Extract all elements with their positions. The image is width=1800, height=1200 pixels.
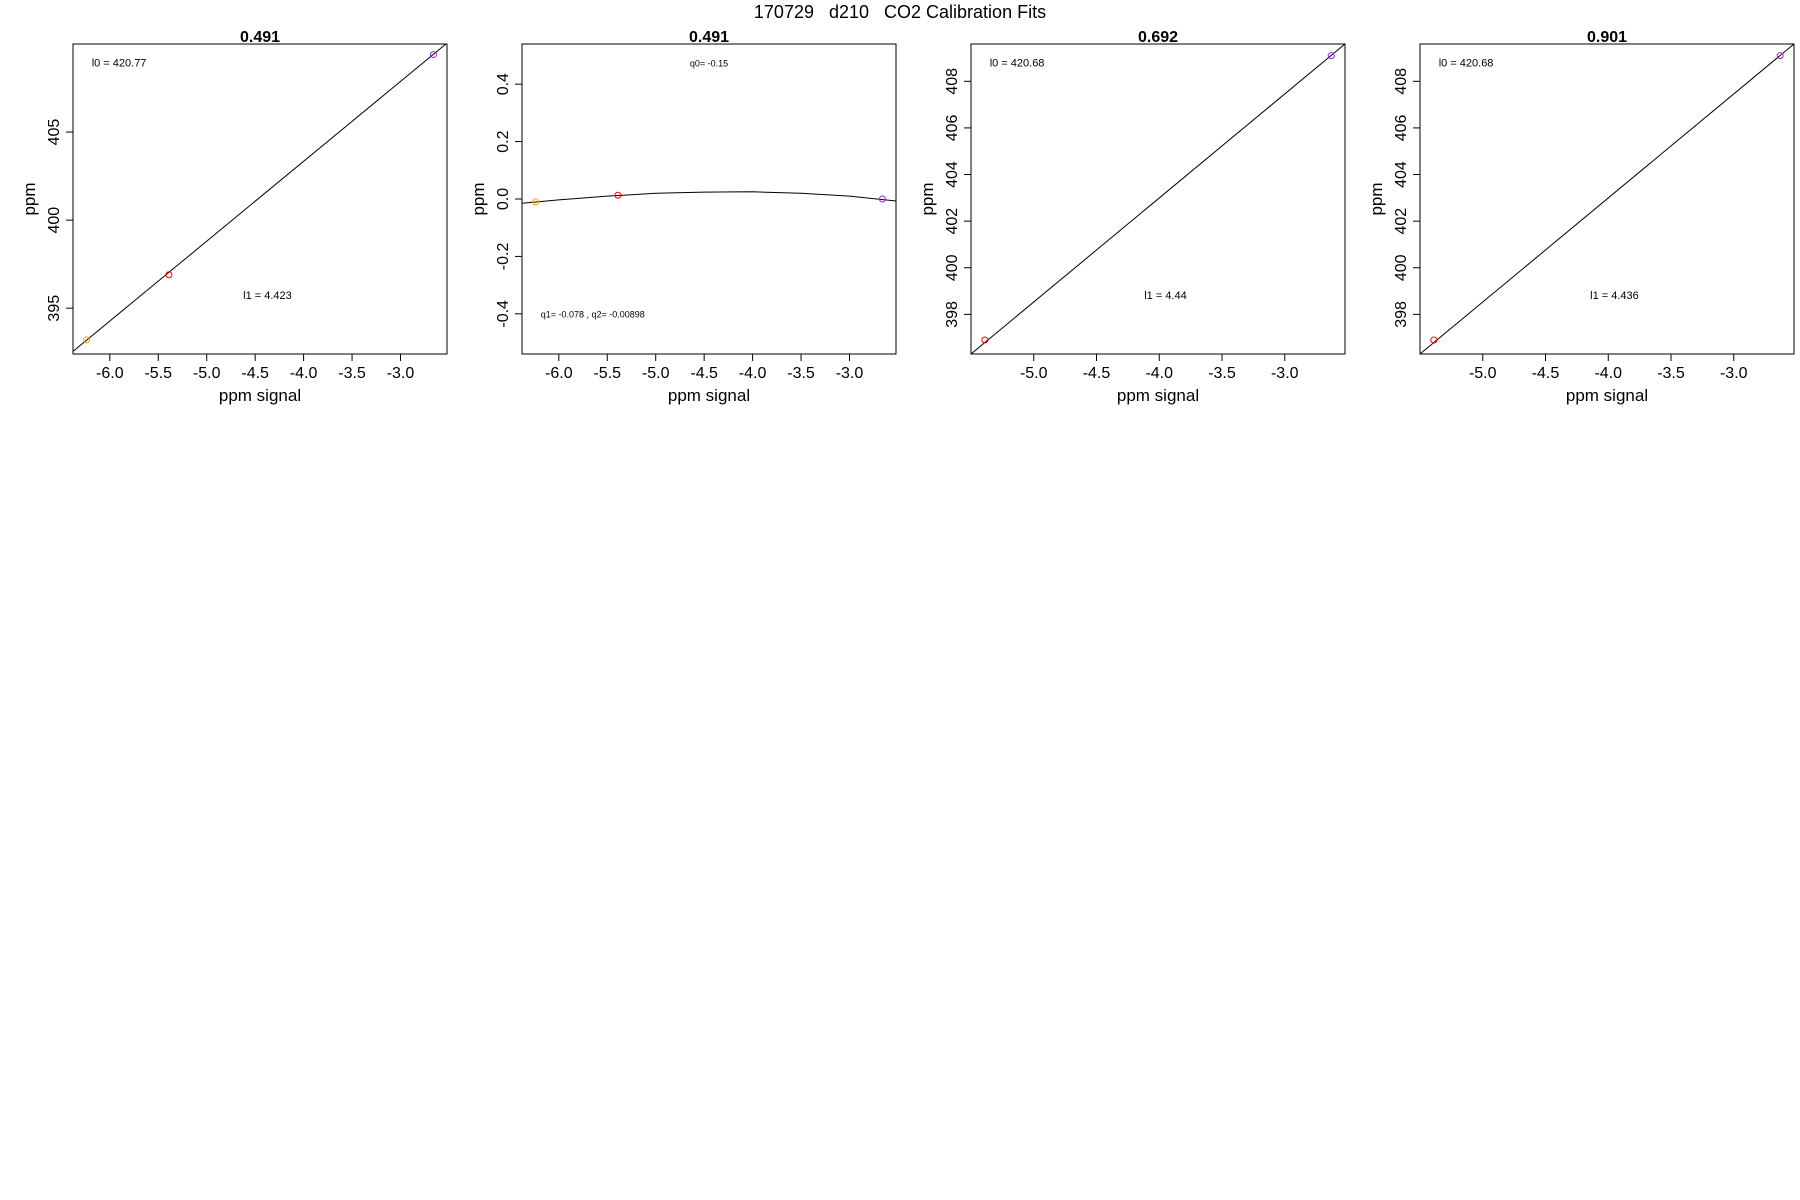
x-tick-label: -4.5: [1083, 365, 1111, 382]
data-point: [165, 271, 173, 279]
y-tick-label: 408: [944, 68, 961, 95]
plot-frame: [970, 43, 1346, 355]
chart-panel-3: 0.692 -5.0 -4.5 -4.0 -3.5 -3.0 ppm signal 398 40…: [918, 29, 1346, 405]
chart-panel-1: 0.491 -6.0 -5.5 -5.0 -4.5 -4.0 -3.5 -3.0 ppm sig…: [20, 29, 448, 405]
x-tick-label: -4.0: [739, 365, 767, 382]
x-tick-label: -3.0: [1271, 365, 1299, 382]
fit-line: [971, 44, 1345, 354]
y-tick-label: 0.4: [495, 73, 512, 95]
x-axis-label: ppm signal: [668, 386, 750, 405]
y-axis-label: ppm: [1367, 182, 1386, 215]
x-tick-label: -4.5: [1532, 365, 1560, 382]
y-tick-label: -0.4: [495, 300, 512, 328]
chart-panel-2: 0.491 -6.0 -5.5 -5.0 -4.5 -4.0 -3.5 -3.0 ppm sig…: [469, 29, 897, 405]
x-tick-label: -5.0: [1469, 365, 1497, 382]
x-tick-label: -5.5: [593, 365, 621, 382]
fit-annotation: l0 = 420.68: [990, 58, 1045, 70]
chart-panel-4: 0.901 -5.0 -4.5 -4.0 -3.5 -3.0 ppm signal 398 40…: [1367, 29, 1795, 405]
chart-title: 0.692: [1138, 29, 1178, 46]
data-point: [532, 198, 540, 206]
x-tick-label: -5.0: [193, 365, 221, 382]
y-tick-label: 398: [944, 301, 961, 328]
fit-line: [73, 44, 447, 352]
x-tick-label: -3.5: [787, 365, 815, 382]
x-tick-label: -4.0: [290, 365, 318, 382]
y-tick-label: 0.0: [495, 188, 512, 210]
data-point: [429, 51, 437, 59]
y-tick-label: 402: [1393, 208, 1410, 235]
y-tick-label: -0.2: [495, 243, 512, 271]
fit-line: [1420, 44, 1794, 354]
y-axis-label: ppm: [918, 182, 937, 215]
chart-title: 0.491: [240, 29, 280, 46]
chart-title: 0.901: [1587, 29, 1627, 46]
y-tick-label: 398: [1393, 301, 1410, 328]
y-axis-label: ppm: [20, 182, 39, 215]
x-tick-label: -3.5: [1208, 365, 1236, 382]
fit-annotation: l1 = 4.436: [1590, 290, 1639, 302]
y-axis-label: ppm: [469, 182, 488, 215]
y-tick-label: 408: [1393, 68, 1410, 95]
fit-line: [522, 191, 896, 204]
fit-annotation: l1 = 4.44: [1144, 290, 1187, 302]
fit-annotation: q1= -0.078 , q2= -0.00898: [541, 310, 645, 320]
data-point: [878, 195, 886, 203]
y-tick-label: 406: [944, 114, 961, 141]
y-tick-label: 0.2: [495, 130, 512, 152]
x-tick-label: -3.0: [836, 365, 864, 382]
plot-frame: [1419, 43, 1795, 355]
y-tick-label: 404: [944, 161, 961, 188]
y-tick-label: 400: [46, 207, 63, 234]
x-tick-label: -3.5: [1657, 365, 1685, 382]
fit-annotation: l0 = 420.68: [1439, 58, 1494, 70]
data-point: [614, 191, 622, 199]
page-title: 170729 d210 CO2 Calibration Fits: [753, 2, 1047, 22]
x-tick-label: -3.0: [387, 365, 415, 382]
y-tick-label: 400: [1393, 254, 1410, 281]
x-tick-label: -5.0: [1020, 365, 1048, 382]
data-point: [1430, 336, 1438, 344]
x-axis-label: ppm signal: [1117, 386, 1199, 405]
y-tick-label: 405: [46, 119, 63, 146]
y-tick-label: 395: [46, 295, 63, 322]
fit-annotation: l1 = 4.423: [243, 290, 292, 302]
data-point: [1776, 52, 1784, 60]
x-axis-label: ppm signal: [1566, 386, 1648, 405]
x-tick-label: -6.0: [96, 365, 124, 382]
data-point: [981, 336, 989, 344]
fit-annotation: l0 = 420.77: [92, 58, 147, 70]
chart-title: 0.491: [689, 29, 729, 46]
y-tick-label: 406: [1393, 114, 1410, 141]
plot-frame: [521, 43, 897, 355]
x-tick-label: -3.0: [1720, 365, 1748, 382]
x-tick-label: -5.0: [642, 365, 670, 382]
data-point: [1327, 52, 1335, 60]
x-tick-label: -4.5: [690, 365, 718, 382]
fit-annotation: q0= -0.15: [690, 59, 728, 69]
x-axis-label: ppm signal: [219, 386, 301, 405]
x-tick-label: -5.5: [144, 365, 172, 382]
x-tick-label: -4.0: [1145, 365, 1173, 382]
y-tick-label: 404: [1393, 161, 1410, 188]
x-tick-label: -4.0: [1594, 365, 1622, 382]
y-tick-label: 400: [944, 254, 961, 281]
x-tick-label: -6.0: [545, 365, 573, 382]
x-tick-label: -3.5: [338, 365, 366, 382]
data-point: [83, 336, 91, 344]
x-tick-label: -4.5: [241, 365, 269, 382]
y-tick-label: 402: [944, 208, 961, 235]
plot-frame: [72, 43, 448, 355]
